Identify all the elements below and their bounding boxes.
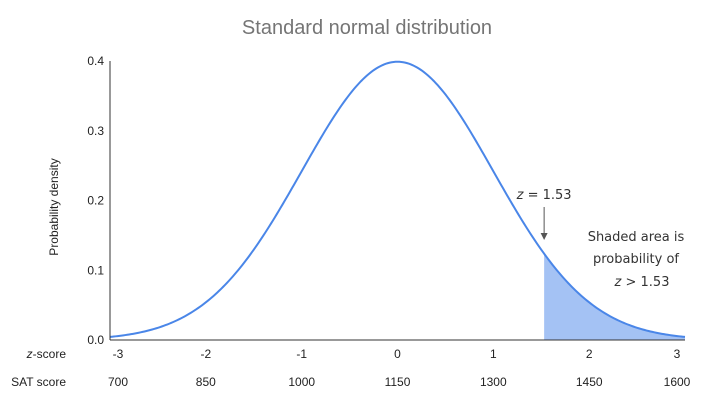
shaded-area-note: Shaded area is probability of z > 1.53 (588, 230, 685, 290)
sat-score-tick-label: 700 (108, 375, 128, 389)
y-tick-label: 0.2 (87, 194, 104, 208)
sat-score-tick-label: 1300 (480, 375, 507, 389)
z-marker-arrow-head (540, 233, 548, 240)
y-tick-label: 0.0 (87, 333, 104, 347)
y-axis-label: Probability density (47, 158, 61, 255)
x-axis-rows: z-score -3 -2 -1 0 1 2 3 SAT score 700 850 1000 1150… (11, 347, 691, 389)
z-marker-italic: z (516, 188, 525, 203)
y-tick-label: 0.4 (87, 54, 104, 68)
sat-score-tick-label: 1450 (576, 375, 603, 389)
shade-note-italic: z (614, 275, 623, 290)
shaded-area-z-above-1-53 (544, 253, 685, 340)
z-marker-rest: = 1.53 (523, 188, 571, 203)
sat-score-tick-label: 1600 (664, 375, 691, 389)
z-score-tick-label: -3 (113, 347, 124, 361)
y-tick-label: 0.1 (87, 263, 104, 277)
x-row-label: z-score (26, 347, 67, 361)
y-tick-label: 0.3 (87, 124, 104, 138)
z-score-tick-label: 2 (586, 347, 593, 361)
y-axis-ticks: 0.0 0.1 0.2 0.3 0.4 (87, 54, 104, 347)
sat-score-tick-label: 1000 (288, 375, 315, 389)
z-score-tick-label: -2 (200, 347, 211, 361)
sat-score-tick-label: 850 (196, 375, 216, 389)
z-marker-label: z = 1.53 (516, 188, 572, 203)
shade-note-line-3: z > 1.53 (614, 275, 670, 290)
sat-score-tick-label: 1150 (385, 375, 411, 389)
chart-title: Standard normal distribution (242, 17, 492, 39)
normal-curve-line (109, 60, 686, 338)
shade-note-line-2: probability of (593, 252, 679, 267)
z-score-tick-label: 1 (490, 347, 497, 361)
x-row-label: SAT score (11, 375, 66, 389)
shade-note-line-1: Shaded area is (588, 230, 685, 245)
shade-note-rest: > 1.53 (621, 275, 669, 290)
z-score-tick-label: -1 (296, 347, 307, 361)
z-score-tick-label: 3 (674, 347, 681, 361)
z-marker-annotation: z = 1.53 (516, 188, 572, 240)
z-score-tick-label: 0 (394, 347, 401, 361)
